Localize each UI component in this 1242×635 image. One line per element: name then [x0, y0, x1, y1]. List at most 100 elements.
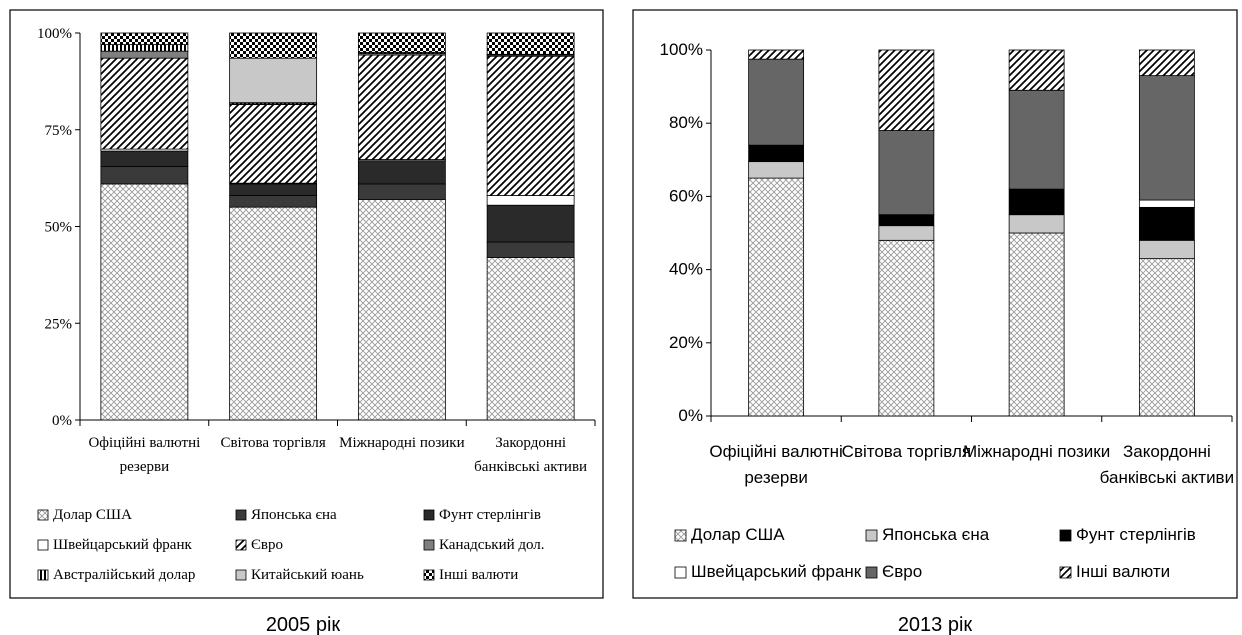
legend-swatch	[1059, 566, 1072, 579]
y-tick-label: 0%	[52, 413, 72, 429]
legend-label: Японська єна	[251, 507, 337, 523]
legend-item-австралійський-долар: Австралійський долар	[37, 567, 195, 583]
bar-segment-японська-єна-4	[1138, 239, 1195, 260]
chart-2013-frame	[632, 9, 1238, 599]
chart-2013-plot-area: 0% 20% 40% 60% 80% 100% Офіційні валютні резерв…	[660, 40, 1235, 487]
bar-segment-інші-валюти-4	[1138, 49, 1195, 77]
bar-segment-інші-валюти-2	[229, 32, 318, 59]
bar-segment-інші-валюти-4	[486, 32, 575, 55]
legend-label: Фунт стерлінгів	[439, 507, 541, 523]
legend-item-японська-єна: Японська єна	[865, 525, 990, 544]
x-category-label: Офіційні валютні резерви	[88, 435, 200, 475]
y-tick-label: 60%	[669, 186, 703, 205]
y-tick-label: 100%	[37, 26, 72, 42]
bar-segment-фунт-стерлінгів-4	[486, 204, 575, 243]
x-category-label: Міжнародні позики	[339, 435, 465, 451]
legend-label: Долар США	[691, 525, 785, 544]
legend-item-швейцарський-франк: Швейцарський франк	[37, 537, 192, 553]
chart-2005-plot-area: 0% 25% 50% 75% 100% Офіційні валютні резерви Св…	[37, 26, 596, 475]
legend-item-японська-єна: Японська єна	[235, 507, 337, 523]
bar-segment-японська-єна-3	[1008, 214, 1065, 234]
bar-segment-євро-3	[1008, 89, 1065, 190]
bar-segment-євро-1	[748, 58, 805, 146]
legend-item-долар-сша: Долар США	[674, 525, 785, 544]
legend-swatch	[37, 509, 49, 521]
bar-segment-австралійський-долар-1	[100, 44, 189, 52]
y-tick-label: 80%	[669, 113, 703, 132]
bar-segment-долар-сша-3	[357, 199, 446, 421]
bar-segment-євро-3	[357, 54, 446, 160]
bar-segment-фунт-стерлінгів-2	[229, 183, 318, 196]
legend-swatch	[423, 569, 435, 581]
bar-segment-євро-2	[878, 130, 935, 216]
bar-segment-євро-4	[1138, 75, 1195, 201]
bar-segment-канадський-дол-1	[100, 50, 189, 59]
bar-segment-інші-валюти-2	[878, 49, 935, 131]
legend-item-євро: Євро	[235, 537, 283, 553]
bar-segment-фунт-стерлінгів-3	[1008, 188, 1065, 216]
legend-swatch	[37, 539, 49, 551]
chart-2013-legend: Долар США Японська єна Фунт стерлінгів Швей…	[674, 525, 1196, 581]
bar-segment-інші-валюти-3	[1008, 49, 1065, 91]
bar-segment-долар-сша-1	[100, 183, 189, 421]
legend-item-інші-валюти: Інші валюти	[1059, 562, 1170, 581]
legend-swatch	[423, 509, 435, 521]
x-category-label: Світова торгівля	[842, 442, 971, 461]
legend-label: Фунт стерлінгів	[1076, 525, 1196, 544]
x-category-label: Закордонні банківські активи	[474, 435, 587, 475]
legend-item-швейцарський-франк: Швейцарський франк	[674, 562, 862, 581]
bar-segment-інші-валюти-1	[748, 49, 805, 60]
bar-segment-японська-єна-3	[357, 183, 446, 200]
legend-item-китайський-юань: Китайський юань	[235, 567, 364, 583]
legend-item-інші-валюти: Інші валюти	[423, 567, 518, 583]
legend-swatch	[37, 569, 49, 581]
y-tick-label: 75%	[45, 123, 73, 139]
legend-label: Євро	[251, 537, 283, 553]
legend-label: Канадський дол.	[439, 537, 545, 553]
legend-swatch	[865, 566, 878, 579]
chart-2005-caption: 2005 рік	[266, 614, 341, 635]
bar-segment-євро-2	[229, 104, 318, 184]
y-tick-label: 0%	[678, 406, 703, 425]
y-tick-label: 100%	[660, 40, 703, 59]
bar-segment-фунт-стерлінгів-3	[357, 160, 446, 185]
legend-swatch	[674, 566, 687, 579]
bar-segment-фунт-стерлінгів-1	[748, 144, 805, 163]
legend-swatch	[235, 539, 247, 551]
y-tick-label: 40%	[669, 260, 703, 279]
bar-segment-китайський-юань-2	[229, 57, 318, 104]
legend-item-долар-сша: Долар США	[37, 507, 132, 523]
bar-segment-японська-єна-4	[486, 241, 575, 258]
chart-2005-legend: Долар США Японська єна Фунт стерлінгів Швей…	[37, 507, 545, 583]
bar-segment-японська-єна-1	[748, 161, 805, 179]
legend-item-фунт-стерлінгів: Фунт стерлінгів	[423, 507, 541, 523]
legend-label: Японська єна	[882, 525, 990, 544]
legend-label: Китайський юань	[251, 567, 364, 583]
legend-label: Швейцарський франк	[53, 537, 192, 553]
chart-2005: 0% 25% 50% 75% 100% Офіційні валютні резерви Св…	[9, 9, 604, 635]
bar-segment-японська-єна-2	[878, 225, 935, 241]
bar-segment-євро-4	[486, 55, 575, 196]
y-tick-label: 50%	[45, 220, 73, 236]
legend-label: Швейцарський франк	[691, 562, 862, 581]
legend-item-євро: Євро	[865, 562, 922, 581]
legend-label: Австралійський долар	[53, 567, 195, 583]
y-tick-label: 25%	[45, 316, 73, 332]
bar-segment-японська-єна-2	[229, 195, 318, 208]
x-category-label: Закордонні банківські активи	[1100, 442, 1234, 487]
legend-label: Інші валюти	[1076, 562, 1170, 581]
bar-segment-інші-валюти-1	[100, 32, 189, 46]
chart-2013-caption: 2013 рік	[898, 614, 973, 635]
bar-segment-євро-1	[100, 57, 189, 150]
legend-label: Євро	[882, 562, 922, 581]
bar-segment-фунт-стерлінгів-4	[1138, 206, 1195, 241]
legend-swatch	[235, 509, 247, 521]
bar-segment-долар-сша-2	[878, 239, 935, 417]
legend-swatch	[674, 529, 687, 542]
legend-label: Інші валюти	[439, 567, 518, 583]
bar-segment-долар-сша-1	[748, 177, 805, 417]
bar-segment-долар-сша-3	[1008, 232, 1065, 417]
legend-swatch	[423, 539, 435, 551]
bar-segment-швейцарський-франк-4	[1138, 199, 1195, 208]
